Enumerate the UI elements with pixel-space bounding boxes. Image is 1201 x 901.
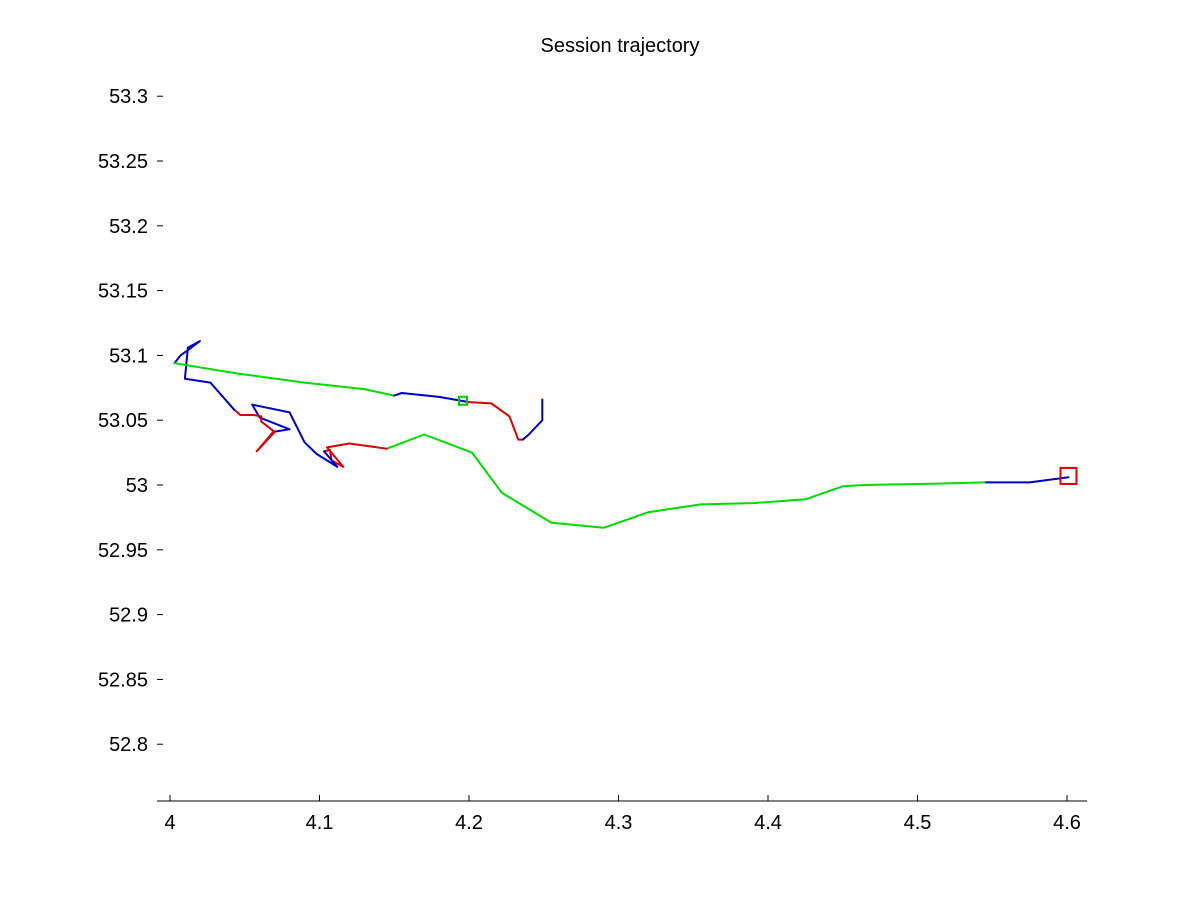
- x-tick-label: 4.1: [306, 812, 334, 834]
- trajectory-segment: [521, 398, 544, 441]
- y-tick-label: 53.3: [109, 86, 148, 108]
- x-tick-label: 4.3: [605, 812, 633, 834]
- trajectory-segment: [393, 392, 470, 404]
- x-tick-label: 4.6: [1053, 812, 1081, 834]
- trajectory-segment: [468, 401, 524, 441]
- y-tick-label: 52.95: [98, 540, 148, 562]
- trajectory-segment: [173, 340, 236, 411]
- y-ticks: 52.8 52.85 52.9 52.95 53 53.05 53.1 53.15 53.2 53…: [98, 86, 163, 756]
- y-tick-label: 53.25: [98, 151, 148, 173]
- trajectory-segment: [233, 408, 276, 453]
- trajectory-segment: [385, 433, 986, 529]
- y-tick-label: 53.15: [98, 281, 148, 303]
- x-tick-label: 4.2: [455, 812, 483, 834]
- y-tick-label: 53: [126, 475, 148, 497]
- x-ticks: 4 4.1 4.2 4.3 4.4 4.5 4.6: [164, 795, 1081, 834]
- trajectory-segment: [173, 362, 396, 397]
- trajectory-segment: [983, 476, 1070, 484]
- trajectory-segment: [251, 403, 339, 468]
- end-marker-square: [1059, 466, 1078, 485]
- x-tick-label: 4: [164, 812, 175, 834]
- trajectory-markers: [458, 395, 1078, 485]
- y-tick-label: 53.05: [98, 410, 148, 432]
- y-tick-label: 52.8: [109, 734, 148, 756]
- trajectory-segment: [323, 442, 388, 468]
- start-marker-square: [458, 395, 469, 406]
- y-tick-label: 53.1: [109, 345, 148, 367]
- y-tick-label: 53.2: [109, 216, 148, 238]
- chart-title: Session trajectory: [541, 35, 700, 57]
- y-tick-label: 52.85: [98, 669, 148, 691]
- x-tick-label: 4.5: [904, 812, 932, 834]
- y-tick-label: 52.9: [109, 605, 148, 627]
- trajectory-lines: [173, 340, 1070, 529]
- x-tick-label: 4.4: [754, 812, 782, 834]
